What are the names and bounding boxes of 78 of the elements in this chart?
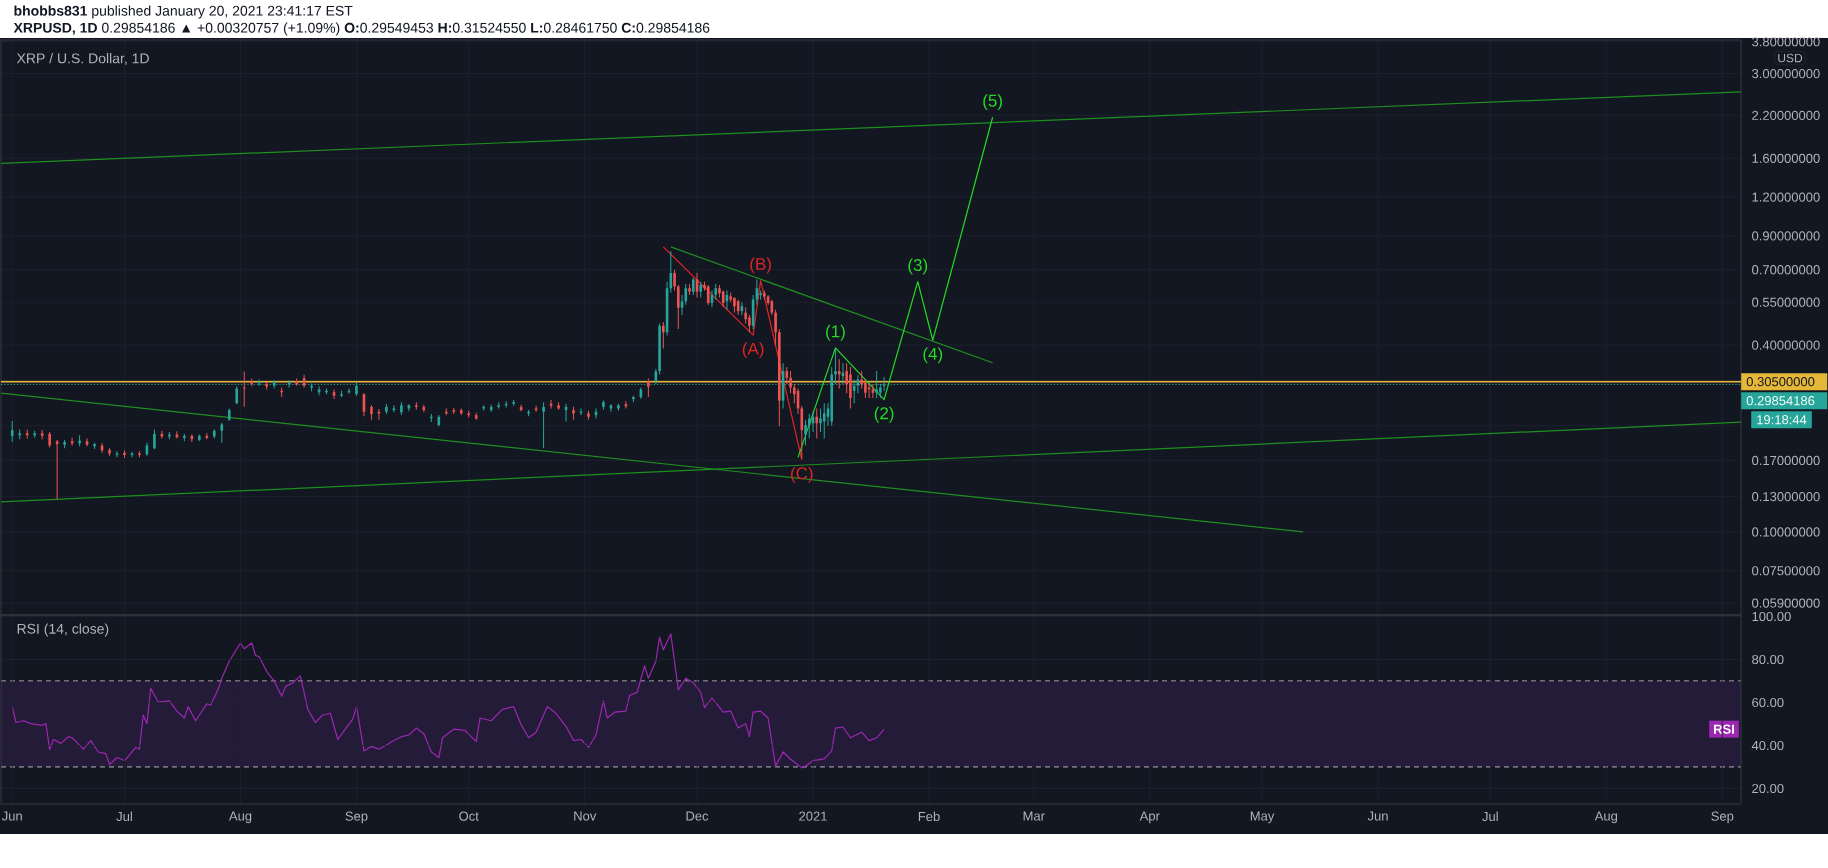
annotation: (C): [791, 466, 813, 483]
x-tick-label: Oct: [459, 811, 479, 821]
y-tick-label: 0.55000000: [1752, 297, 1820, 307]
line-series: [662, 246, 803, 461]
candlestick: [822, 402, 826, 440]
annotation: (B): [750, 257, 771, 274]
y-axis-title: USD: [1778, 53, 1803, 63]
candlestick: [807, 413, 811, 440]
y-tick-label: 3.80000000: [1752, 37, 1820, 47]
candlestick: [10, 420, 14, 443]
annotation: (3): [908, 258, 928, 275]
candlestick: [815, 407, 819, 440]
text: XRP / U.S. Dollar, 1D: [16, 53, 149, 65]
y-tick-label: 0.05900000: [1752, 598, 1820, 608]
candlestick: [774, 309, 777, 346]
candlestick: [706, 284, 710, 306]
text: 19:18:44: [1757, 415, 1807, 425]
candlestick: [153, 428, 156, 450]
candlestick: [235, 385, 239, 405]
x-tick-label: Jul: [1482, 811, 1498, 822]
y-tick-label: 0.17000000: [1752, 455, 1820, 466]
y-tick-label: 2.20000000: [1752, 110, 1820, 120]
candlestick: [819, 407, 822, 433]
y-tick-label: 40.00: [1751, 740, 1784, 751]
x-tick-label: Dec: [686, 811, 709, 821]
x-tick-label: Jun: [1, 811, 22, 821]
y-tick-label: 100.00: [1752, 611, 1791, 622]
x-tick-label: May: [1250, 811, 1275, 824]
candlestick: [673, 269, 676, 291]
candlestick: [542, 401, 545, 449]
candlestick: [789, 370, 792, 394]
line-series: [797, 116, 994, 458]
annotation: (A): [742, 342, 764, 359]
x-tick-label: Feb: [918, 811, 940, 822]
x-tick-label: Sep: [1711, 811, 1734, 824]
text: XRPUSD, 1D 0.29854186 ▲ +0.00320757 (+1.09%) O:0.29549453 H:0.31524550 L:0.28461750 C:0.29854186: [13, 22, 710, 36]
candlestick: [804, 419, 807, 446]
annotation: (4): [923, 347, 943, 364]
text: bhobbs831 published January 20, 2021 23:41:17 EST: [14, 5, 353, 19]
candlestick: [834, 348, 837, 385]
annotation: (5): [983, 94, 1002, 111]
y-tick-label: 80.00: [1752, 654, 1784, 665]
y-tick-label: 0.90000000: [1752, 231, 1820, 241]
x-tick-label: 2021: [799, 811, 827, 821]
candlestick: [662, 321, 665, 350]
y-tick-label: 0.07500000: [1752, 566, 1820, 576]
x-tick-label: Jul: [116, 811, 132, 822]
candlestick: [392, 404, 396, 413]
text: RSI: [1714, 724, 1734, 734]
x-tick-label: Aug: [1594, 811, 1618, 824]
y-tick-label: 1.60000000: [1752, 153, 1820, 163]
annotation: (1): [826, 324, 845, 341]
y-tick-label: 0.13000000: [1752, 491, 1820, 502]
candlestick: [534, 405, 538, 413]
ref-line-label: 0.30500000: [1746, 377, 1815, 387]
y-tick-label: 20.00: [1752, 783, 1784, 794]
x-tick-label: Aug: [228, 811, 252, 824]
y-tick-label: 0.10000000: [1752, 527, 1820, 537]
candlestick: [864, 378, 867, 399]
y-tick-label: 0.40000000: [1752, 340, 1820, 350]
y-tick-label: 0.70000000: [1752, 265, 1820, 275]
candlestick: [220, 422, 224, 444]
x-tick-label: Mar: [1023, 811, 1045, 821]
ref-line-label: 0.29854186: [1746, 396, 1815, 406]
x-tick-label: Jun: [1367, 811, 1388, 821]
y-tick-label: 1.20000000: [1752, 192, 1820, 202]
y-tick-label: 60.00: [1752, 697, 1784, 708]
x-tick-label: Sep: [345, 811, 368, 824]
y-tick-label: 3.00000000: [1752, 68, 1820, 79]
candlestick: [676, 284, 680, 330]
candlestick: [849, 366, 852, 409]
annotation: (2): [874, 406, 894, 423]
x-tick-label: Apr: [1139, 811, 1160, 824]
candlestick: [845, 362, 848, 394]
x-tick-label: Nov: [574, 811, 597, 821]
text: RSI (14, close): [17, 623, 109, 637]
candlestick: [647, 378, 650, 398]
candlestick: [837, 358, 841, 389]
